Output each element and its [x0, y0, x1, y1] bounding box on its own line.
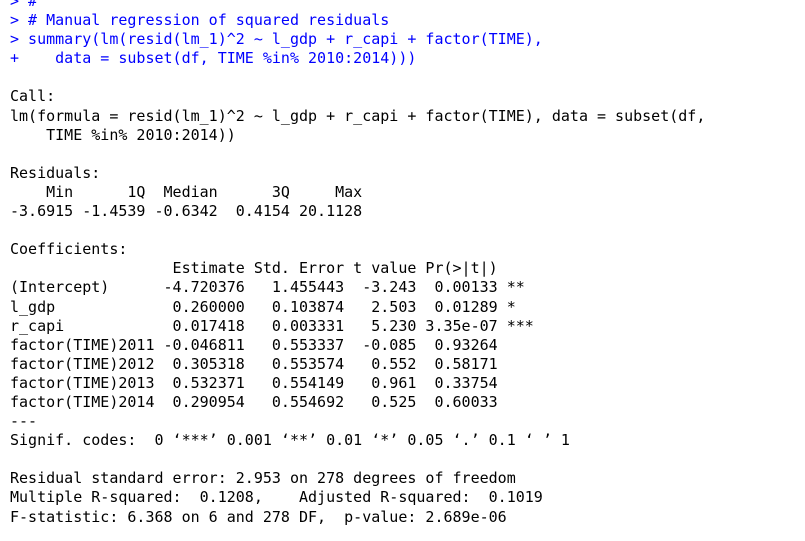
blank-line — [10, 68, 800, 87]
console-input-command: > summary(lm(resid(lm_1)^2 ~ l_gdp + r_c… — [10, 30, 543, 49]
residuals-quantile-values: -3.6915 -1.4539 -0.6342 0.4154 20.1128 — [10, 202, 372, 221]
r-console[interactable]: > # > # Manual regression of squared res… — [10, 0, 800, 537]
call-header: Call: — [10, 87, 56, 106]
coefficients-separator: --- — [10, 412, 38, 431]
blank-line — [10, 450, 800, 469]
coefficient-row: (Intercept) -4.720376 1.455443 -3.243 0.… — [10, 278, 534, 297]
call-formula-line: lm(formula = resid(lm_1)^2 ~ l_gdp + r_c… — [10, 106, 706, 125]
call-formula-line: TIME %in% 2010:2014)) — [10, 125, 236, 144]
coefficient-row: factor(TIME)2013 0.532371 0.554149 0.961… — [10, 373, 534, 392]
f-statistic-line: F-statistic: 6.368 on 6 and 278 DF, p-va… — [10, 507, 507, 526]
signif-codes-legend: Signif. codes: 0 ‘***’ 0.001 ‘**’ 0.01 ‘… — [10, 431, 570, 450]
coefficients-header: Coefficients: — [10, 240, 128, 259]
r-squared-line: Multiple R-squared: 0.1208, Adjusted R-s… — [10, 488, 552, 507]
residual-standard-error: Residual standard error: 2.953 on 278 de… — [10, 469, 516, 488]
residuals-quantile-labels: Min 1Q Median 3Q Max — [10, 182, 372, 201]
console-input-line: > # — [10, 0, 38, 10]
blank-line — [10, 145, 800, 164]
coefficients-column-header: Estimate Std. Error t value Pr(>|t|) — [10, 259, 534, 278]
blank-line — [10, 221, 800, 240]
coefficient-row: r_capi 0.017418 0.003331 5.230 3.35e-07 … — [10, 316, 534, 335]
console-input-continuation: + data = subset(df, TIME %in% 2010:2014)… — [10, 49, 417, 68]
coefficient-row: factor(TIME)2011 -0.046811 0.553337 -0.0… — [10, 335, 534, 354]
residuals-header: Residuals: — [10, 163, 101, 182]
coefficient-row: factor(TIME)2014 0.290954 0.554692 0.525… — [10, 392, 534, 411]
coefficient-row: l_gdp 0.260000 0.103874 2.503 0.01289 * — [10, 297, 534, 316]
console-input-comment: > # Manual regression of squared residua… — [10, 11, 390, 30]
coefficient-row: factor(TIME)2012 0.305318 0.553574 0.552… — [10, 354, 534, 373]
